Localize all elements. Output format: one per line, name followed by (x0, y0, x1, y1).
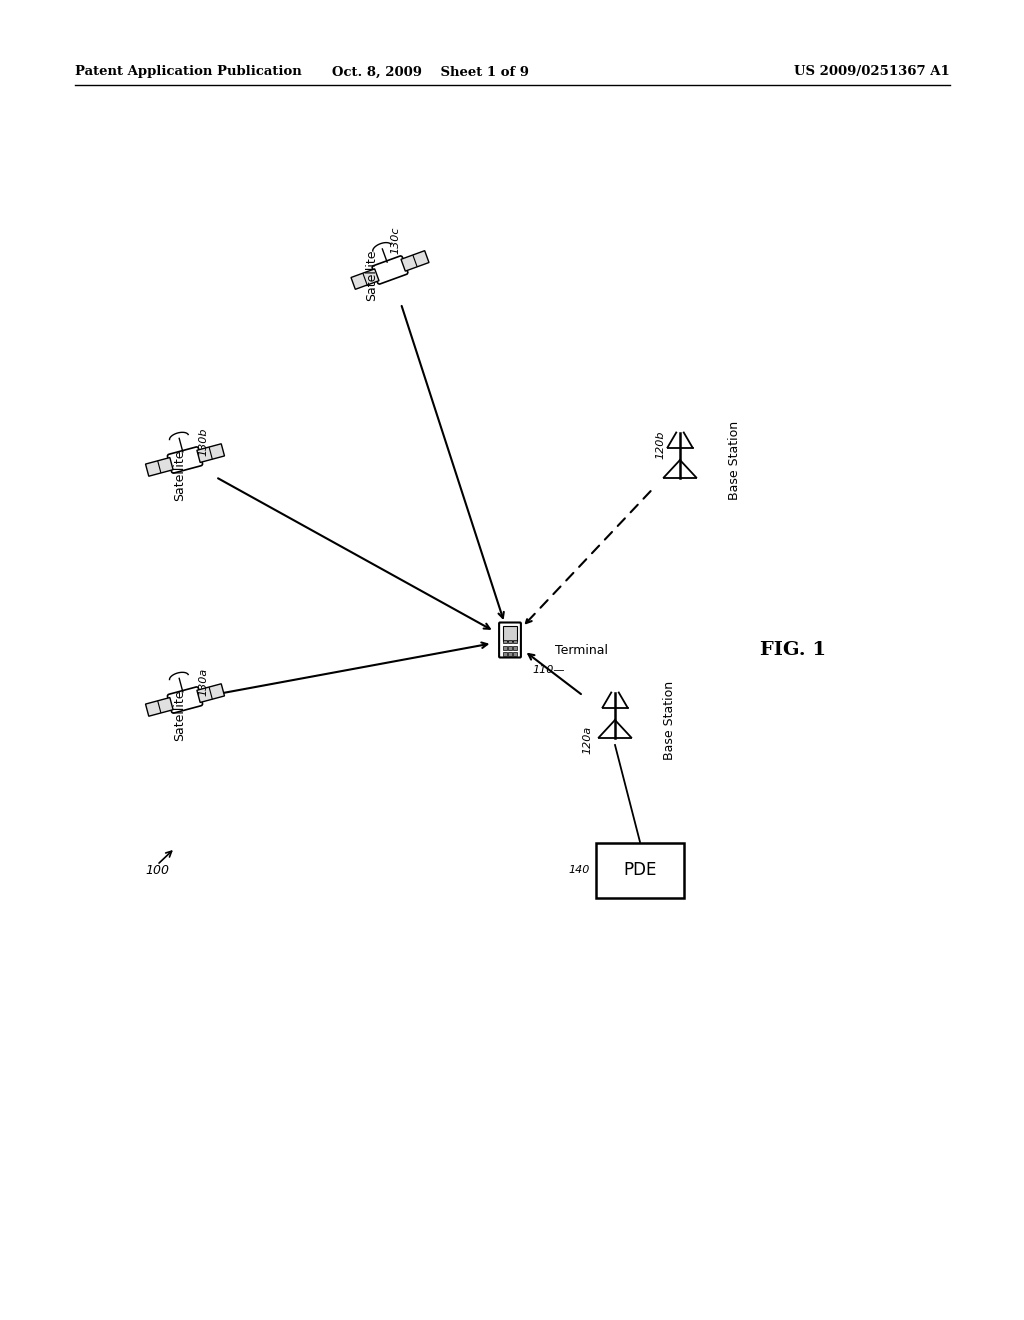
Text: 120a: 120a (582, 726, 592, 754)
Bar (351, 269, 379, 289)
Bar (197, 684, 224, 702)
Text: US 2009/0251367 A1: US 2009/0251367 A1 (795, 66, 950, 78)
Text: 110—: 110— (532, 665, 564, 675)
Bar (596, 842, 684, 898)
Text: FIG. 1: FIG. 1 (760, 642, 826, 659)
Text: Terminal: Terminal (555, 644, 608, 656)
Text: PDE: PDE (624, 861, 656, 879)
Text: Satellite: Satellite (173, 689, 186, 741)
Text: 140: 140 (568, 865, 590, 875)
FancyBboxPatch shape (372, 256, 408, 284)
Bar (503, 645, 507, 649)
Bar (197, 444, 224, 462)
Text: Oct. 8, 2009    Sheet 1 of 9: Oct. 8, 2009 Sheet 1 of 9 (332, 66, 528, 78)
FancyBboxPatch shape (168, 686, 203, 713)
Bar (503, 652, 507, 656)
Text: 130c: 130c (390, 226, 400, 253)
Bar (145, 458, 173, 477)
Bar (145, 697, 173, 717)
Text: 130b: 130b (198, 428, 208, 457)
Bar (401, 251, 429, 271)
Text: Patent Application Publication: Patent Application Publication (75, 66, 302, 78)
Bar (508, 645, 512, 649)
Text: Base Station: Base Station (663, 680, 676, 759)
Text: Satellite: Satellite (366, 249, 379, 301)
Bar (503, 626, 517, 642)
Bar (503, 640, 507, 643)
Bar (508, 652, 512, 656)
Bar (513, 645, 517, 649)
Bar (513, 640, 517, 643)
Text: 100: 100 (145, 863, 169, 876)
Bar (513, 652, 517, 656)
FancyBboxPatch shape (499, 623, 521, 657)
Text: 120b: 120b (655, 430, 665, 459)
Text: Base Station: Base Station (728, 421, 741, 499)
Text: Satellite: Satellite (173, 449, 186, 500)
Bar (508, 640, 512, 643)
Text: 130a: 130a (198, 668, 208, 696)
FancyBboxPatch shape (168, 447, 203, 473)
